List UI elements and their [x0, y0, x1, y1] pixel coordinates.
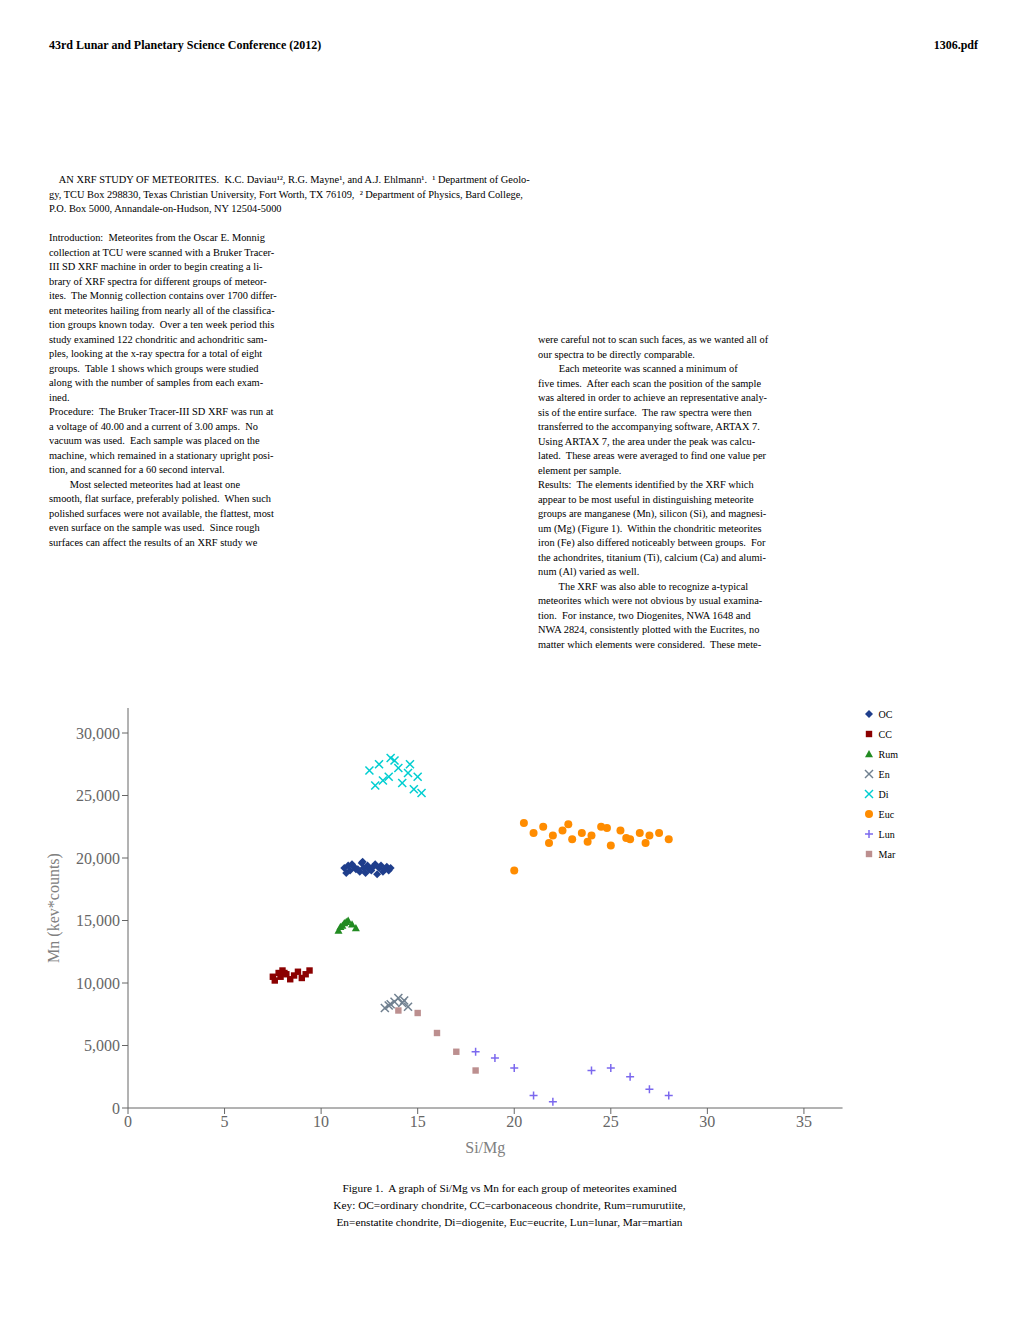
svg-text:20: 20 [506, 1113, 522, 1130]
svg-text:30,000: 30,000 [76, 725, 120, 742]
html-text:CC: CC [878, 728, 892, 740]
svg-text:0: 0 [112, 1100, 120, 1117]
html-text:43rd Lunar and Planetary Scien: 43rd Lunar and Planetary Science Confere… [49, 38, 322, 52]
html-text:1306.pdf: 1306.pdf [933, 38, 978, 52]
svg-text:Mn (kev*counts): Mn (kev*counts) [45, 853, 63, 963]
svg-text:30: 30 [699, 1113, 715, 1130]
html-text:Di: Di [878, 788, 889, 800]
html-text:AN XRF STUDY OF METEORITES. K.: AN XRF STUDY OF METEORITES. K.C. Daviau¹… [49, 174, 530, 548]
svg-text:5: 5 [221, 1113, 229, 1130]
html-text:Figure 1. A graph of Si/Mg vs: Figure 1. A graph of Si/Mg vs Mn for eac… [333, 1182, 686, 1228]
html-text:En: En [878, 768, 890, 780]
html-text:OC: OC [878, 708, 893, 720]
svg-text:25,000: 25,000 [76, 787, 120, 804]
html-text:were careful not to scan such: were careful not to scan such faces, as … [538, 334, 769, 650]
svg-text:35: 35 [796, 1113, 812, 1130]
svg-text:20,000: 20,000 [76, 850, 120, 867]
html-text:Mar: Mar [878, 848, 896, 860]
svg-text:15: 15 [410, 1113, 426, 1130]
svg-text:25: 25 [603, 1113, 619, 1130]
svg-text:10: 10 [313, 1113, 329, 1130]
svg-text:15,000: 15,000 [76, 912, 120, 929]
html-text:Euc: Euc [878, 808, 895, 820]
svg-text:5,000: 5,000 [84, 1037, 120, 1054]
svg-text:Si/Mg: Si/Mg [465, 1139, 505, 1157]
html-text:Lun: Lun [878, 828, 895, 840]
svg-text:10,000: 10,000 [76, 975, 120, 992]
html-text:Rum: Rum [878, 748, 898, 760]
svg-text:0: 0 [124, 1113, 132, 1130]
